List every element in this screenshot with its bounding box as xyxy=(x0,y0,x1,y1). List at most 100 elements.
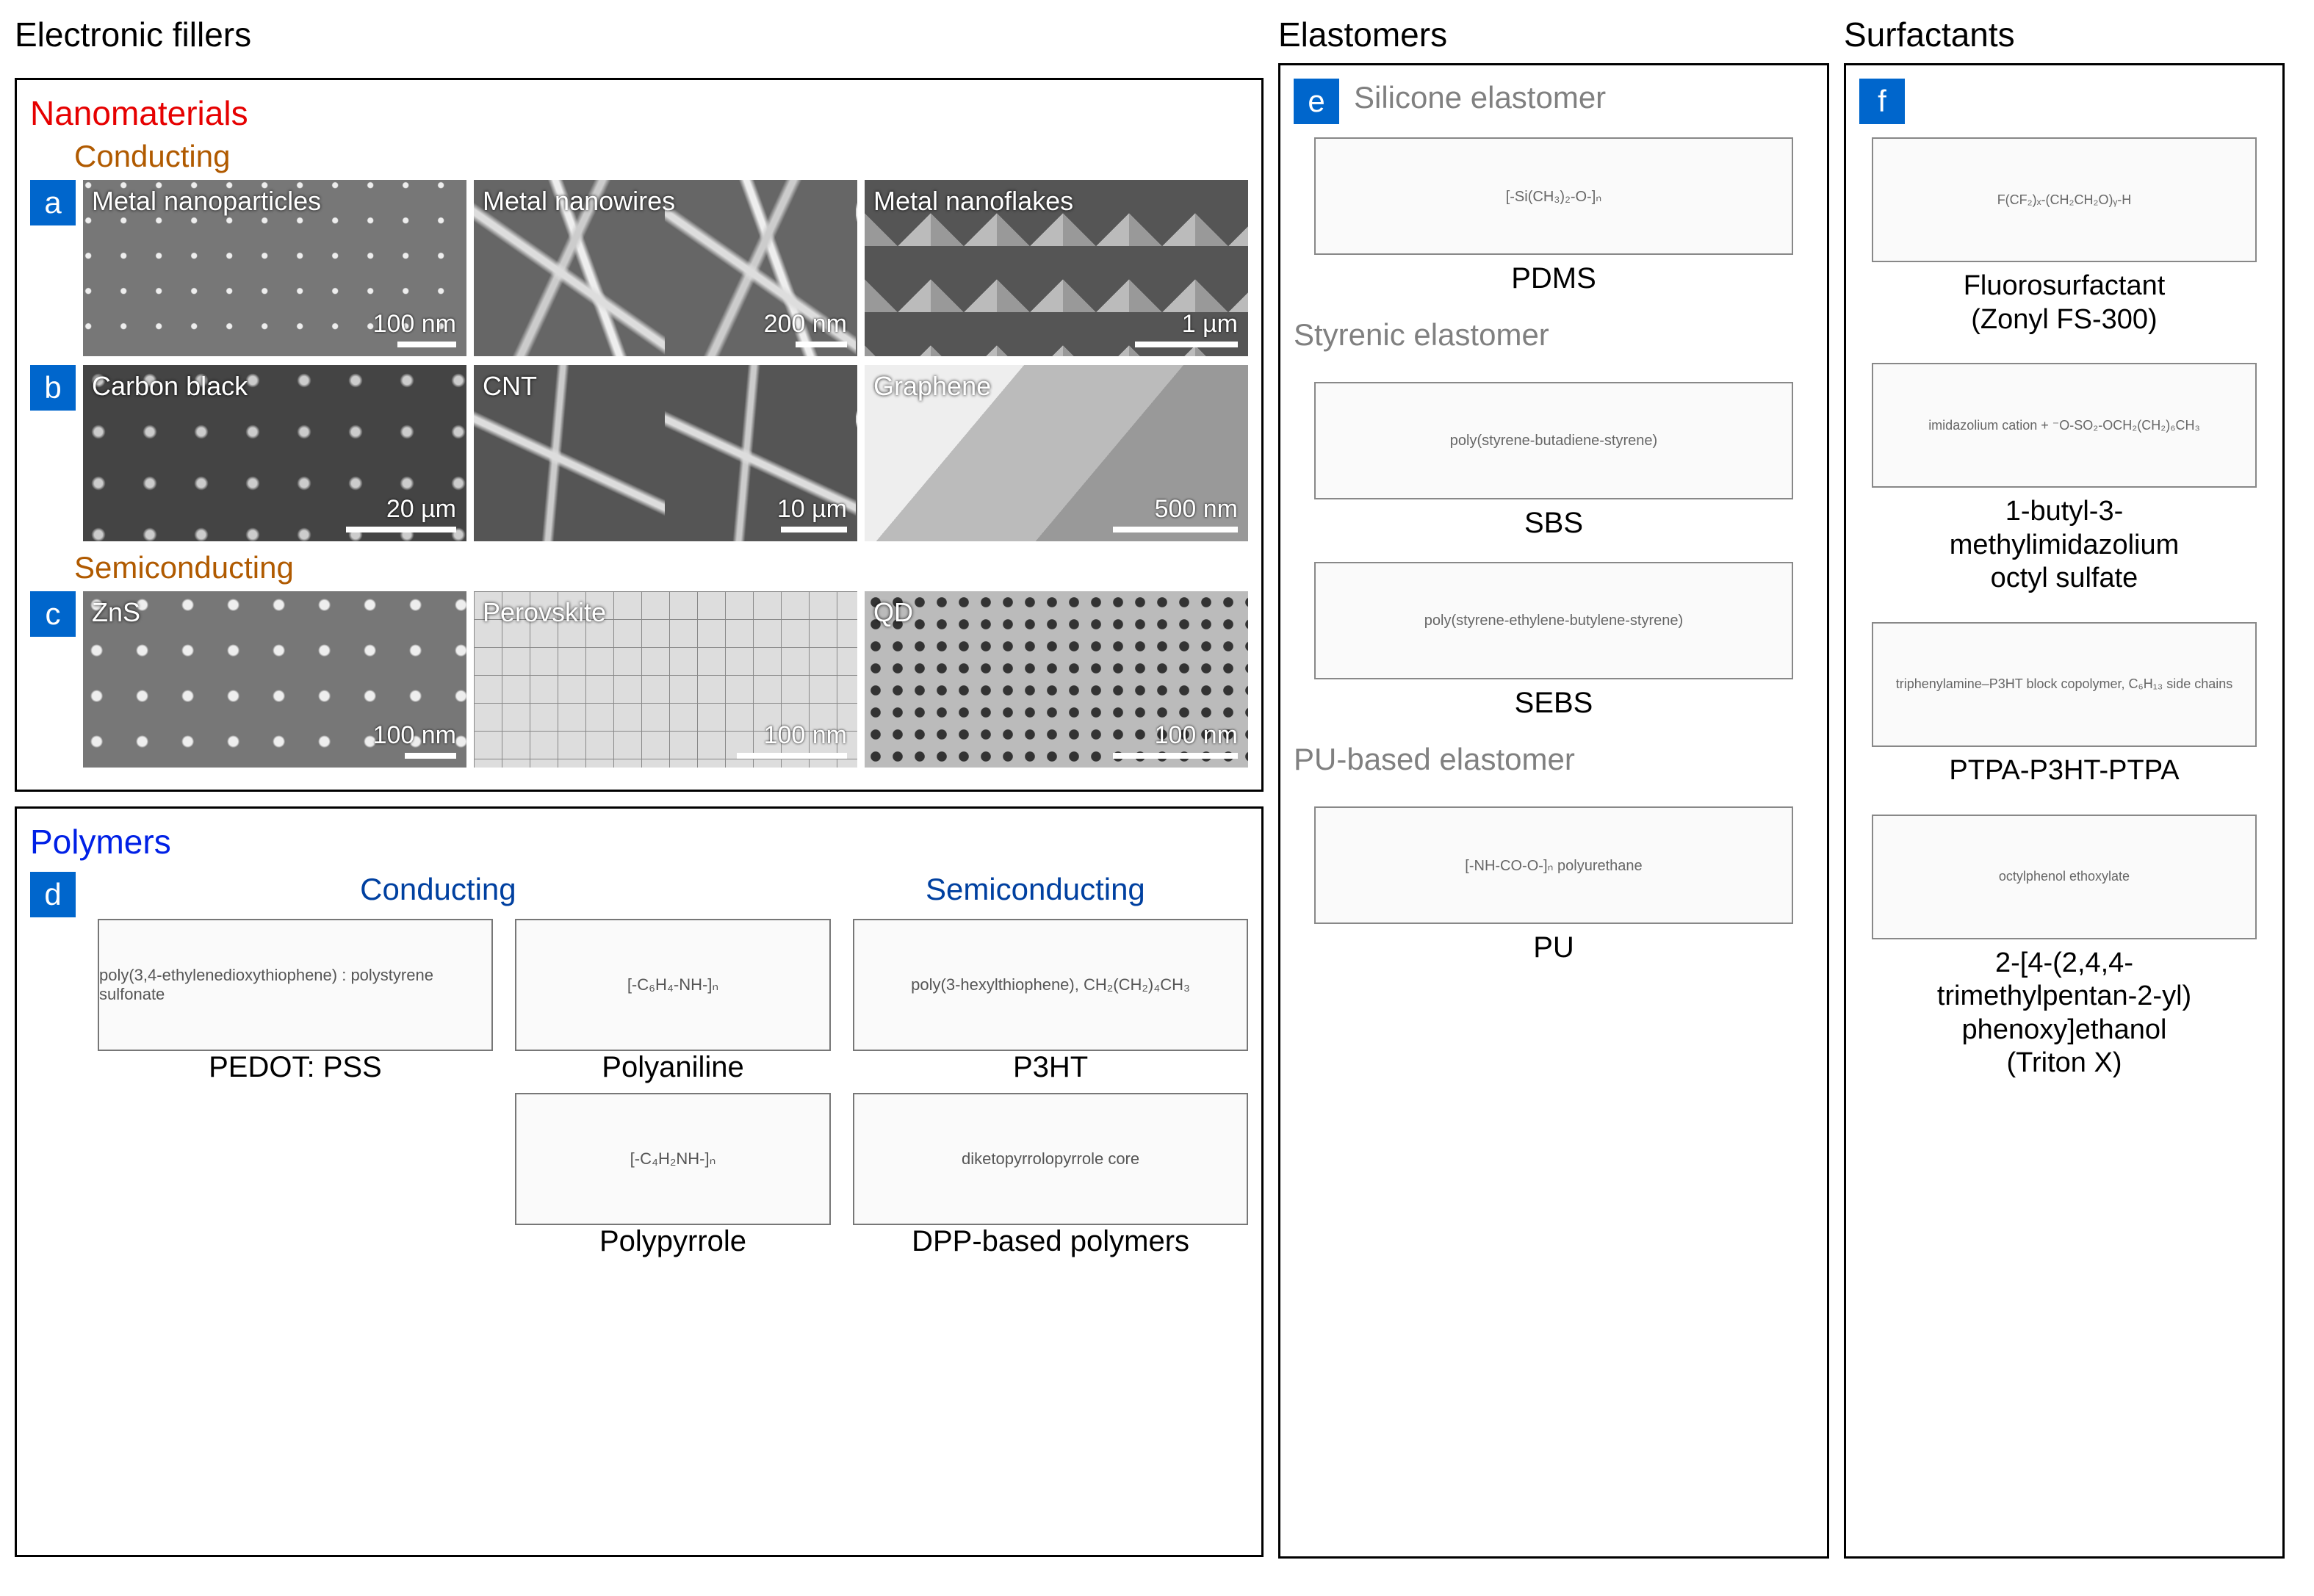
polymer-item: [-C₄H₂NH-]ₙPolypyrrole xyxy=(515,1093,831,1258)
section-title-surfactants: Surfactants xyxy=(1844,15,2285,54)
chemical-structure: [-C₆H₄-NH-]ₙ xyxy=(515,919,831,1051)
sem-image-label: Metal nanoflakes xyxy=(873,186,1073,217)
scale-bar: 20 µm xyxy=(346,495,456,532)
scale-line xyxy=(781,527,847,532)
heading-polymers-semiconducting: Semiconducting xyxy=(823,872,1248,907)
figure-container: Electronic fillers Nanomaterials Conduct… xyxy=(15,15,2299,1557)
badge-f: f xyxy=(1859,79,1905,124)
chemical-label: PEDOT: PSS xyxy=(98,1051,493,1084)
image-grid: Metal nanoparticles 100 nm Metal nanowires… xyxy=(83,180,1248,356)
chemical-structure: octylphenol ethoxylate xyxy=(1872,815,2257,939)
chemical-structure: imidazolium cation + ⁻O-SO₂-OCH₂(CH₂)₆CH… xyxy=(1872,363,2257,488)
chemical-label: 2-[4-(2,4,4- trimethylpentan-2-yl) pheno… xyxy=(1937,947,2191,1080)
sem-image: Metal nanoflakes 1 µm xyxy=(865,180,1248,356)
chemical-structure: triphenylamine–P3HT block copolymer, C₆H… xyxy=(1872,622,2257,747)
sem-image-label: Graphene xyxy=(873,371,991,402)
panel-elastomers: e Silicone elastomer [-Si(CH₃)₂-O-]ₙPDMS… xyxy=(1278,63,1829,1559)
column-elastomers: Elastomers e Silicone elastomer [-Si(CH₃… xyxy=(1278,15,1829,1557)
chemical-structure: [-C₄H₂NH-]ₙ xyxy=(515,1093,831,1225)
chemical-structure: poly(styrene-ethylene-butylene-styrene) xyxy=(1314,562,1792,679)
scale-line xyxy=(346,527,456,532)
elastomer-item: poly(styrene-butadiene-styrene)SBS xyxy=(1294,382,1814,540)
elastomer-group-heading: Styrenic elastomer xyxy=(1294,317,1814,353)
scale-line xyxy=(737,753,847,759)
sem-image: CNT 10 µm xyxy=(474,365,857,541)
scale-text: 100 nm xyxy=(373,721,456,750)
chemical-label: SEBS xyxy=(1515,687,1593,720)
scale-bar: 100 nm xyxy=(737,721,847,759)
chemical-label: Fluorosurfactant (Zonyl FS-300) xyxy=(1964,270,2166,336)
elastomer-item: poly(styrene-ethylene-butylene-styrene) S… xyxy=(1294,562,1814,720)
scale-line xyxy=(1135,342,1238,347)
scale-line xyxy=(397,342,456,347)
sem-image-label: QD xyxy=(873,597,913,628)
badge-d: d xyxy=(30,872,76,917)
heading-nanomaterials: Nanomaterials xyxy=(30,93,1248,133)
image-grid: Carbon black20 µm CNT 10 µm Graphene 500 nm xyxy=(83,365,1248,541)
chemical-label: PDMS xyxy=(1511,262,1596,295)
heading-conducting: Conducting xyxy=(74,139,1248,174)
section-title-elastomers: Elastomers xyxy=(1278,15,1829,54)
badge-b: b xyxy=(30,365,76,411)
surfactant-item: triphenylamine–P3HT block copolymer, C₆H… xyxy=(1859,622,2269,788)
panel-nanomaterials: Nanomaterials Conducting aMetal nanopart… xyxy=(15,78,1264,792)
sem-image-label: Metal nanowires xyxy=(483,186,675,217)
chemical-label: DPP-based polymers xyxy=(853,1225,1248,1258)
polymer-column: [-C₆H₄-NH-]ₙPolyaniline [-C₄H₂NH-]ₙPolypy… xyxy=(515,919,831,1258)
surfactant-item: octylphenol ethoxylate2-[4-(2,4,4- trime… xyxy=(1859,815,2269,1080)
panel-polymers: Polymers d Conducting Semiconducting pol… xyxy=(15,806,1264,1557)
polymer-item: diketopyrrolopyrrole coreDPP-based polym… xyxy=(853,1093,1248,1258)
sem-image-label: Metal nanoparticles xyxy=(92,186,321,217)
chemical-structure: diketopyrrolopyrrole core xyxy=(853,1093,1248,1225)
badge-e: e xyxy=(1294,79,1339,124)
scale-bar: 10 µm xyxy=(777,495,847,532)
nanomaterial-rows: aMetal nanoparticles100 nmMetal nanowire… xyxy=(30,180,1248,768)
surfactant-stack: F(CF₂)ₓ-(CH₂CH₂O)ᵧ-H Fluorosurfactant (Zo… xyxy=(1859,131,2269,1596)
sem-image: QD 100 nm xyxy=(865,591,1248,768)
chemical-structure: F(CF₂)ₓ-(CH₂CH₂O)ᵧ-H xyxy=(1872,137,2257,262)
scale-line xyxy=(405,753,456,759)
polymer-column: poly(3,4-ethylenedioxythiophene) : polys… xyxy=(98,919,493,1258)
chemical-structure: poly(3-hexylthiophene), CH₂(CH₂)₄CH₃ xyxy=(853,919,1248,1051)
scale-line xyxy=(1113,527,1238,532)
polymers-grid: poly(3,4-ethylenedioxythiophene) : polys… xyxy=(98,919,1248,1258)
sem-image-label: ZnS xyxy=(92,597,140,628)
elastomer-stack: [-Si(CH₃)₂-O-]ₙPDMSStyrenic elastomerpol… xyxy=(1294,131,1814,1596)
chemical-label: P3HT xyxy=(853,1051,1248,1084)
chemical-label: 1-butyl-3- methylimidazolium octyl sulfa… xyxy=(1950,495,2180,596)
scale-text: 200 nm xyxy=(764,310,847,339)
nanomaterial-row: aMetal nanoparticles100 nmMetal nanowire… xyxy=(30,180,1248,356)
polymer-item: poly(3,4-ethylenedioxythiophene) : polys… xyxy=(98,919,493,1084)
badge-c: c xyxy=(30,591,76,637)
sem-image: Metal nanoparticles 100 nm xyxy=(83,180,466,356)
scale-text: 1 µm xyxy=(1182,310,1238,339)
chemical-structure: [-NH-CO-O-]ₙ polyurethane xyxy=(1314,806,1792,924)
elastomer-group-heading: PU-based elastomer xyxy=(1294,742,1814,777)
sem-image: Perovskite 100 nm xyxy=(474,591,857,768)
scale-bar: 500 nm xyxy=(1113,495,1238,532)
sem-image-label: CNT xyxy=(483,371,537,402)
scale-text: 500 nm xyxy=(1155,495,1238,524)
column-surfactants: Surfactants f F(CF₂)ₓ-(CH₂CH₂O)ᵧ-H Fluoro… xyxy=(1844,15,2285,1557)
sem-image: Carbon black20 µm xyxy=(83,365,466,541)
scale-text: 100 nm xyxy=(1155,721,1238,750)
chemical-structure: poly(styrene-butadiene-styrene) xyxy=(1314,382,1792,499)
section-title-fillers: Electronic fillers xyxy=(15,15,1264,54)
sem-image: ZnS 100 nm xyxy=(83,591,466,768)
scale-bar: 100 nm xyxy=(1113,721,1238,759)
scale-bar: 100 nm xyxy=(373,721,456,759)
scale-line xyxy=(1113,753,1238,759)
heading-semiconducting: Semiconducting xyxy=(74,550,1248,585)
scale-text: 100 nm xyxy=(764,721,847,750)
polymer-item: poly(3-hexylthiophene), CH₂(CH₂)₄CH₃P3HT xyxy=(853,919,1248,1084)
heading-polymers: Polymers xyxy=(30,822,171,862)
chemical-label: Polypyrrole xyxy=(515,1225,831,1258)
chemical-label: Polyaniline xyxy=(515,1051,831,1084)
surfactant-item: imidazolium cation + ⁻O-SO₂-OCH₂(CH₂)₆CH… xyxy=(1859,363,2269,596)
polymer-column: poly(3-hexylthiophene), CH₂(CH₂)₄CH₃P3HT… xyxy=(853,919,1248,1258)
sem-image-label: Perovskite xyxy=(483,597,606,628)
scale-bar: 100 nm xyxy=(373,310,456,347)
panel-surfactants: f F(CF₂)ₓ-(CH₂CH₂O)ᵧ-H Fluorosurfactant (… xyxy=(1844,63,2285,1559)
chemical-structure: poly(3,4-ethylenedioxythiophene) : polys… xyxy=(98,919,493,1051)
scale-bar: 1 µm xyxy=(1135,310,1238,347)
